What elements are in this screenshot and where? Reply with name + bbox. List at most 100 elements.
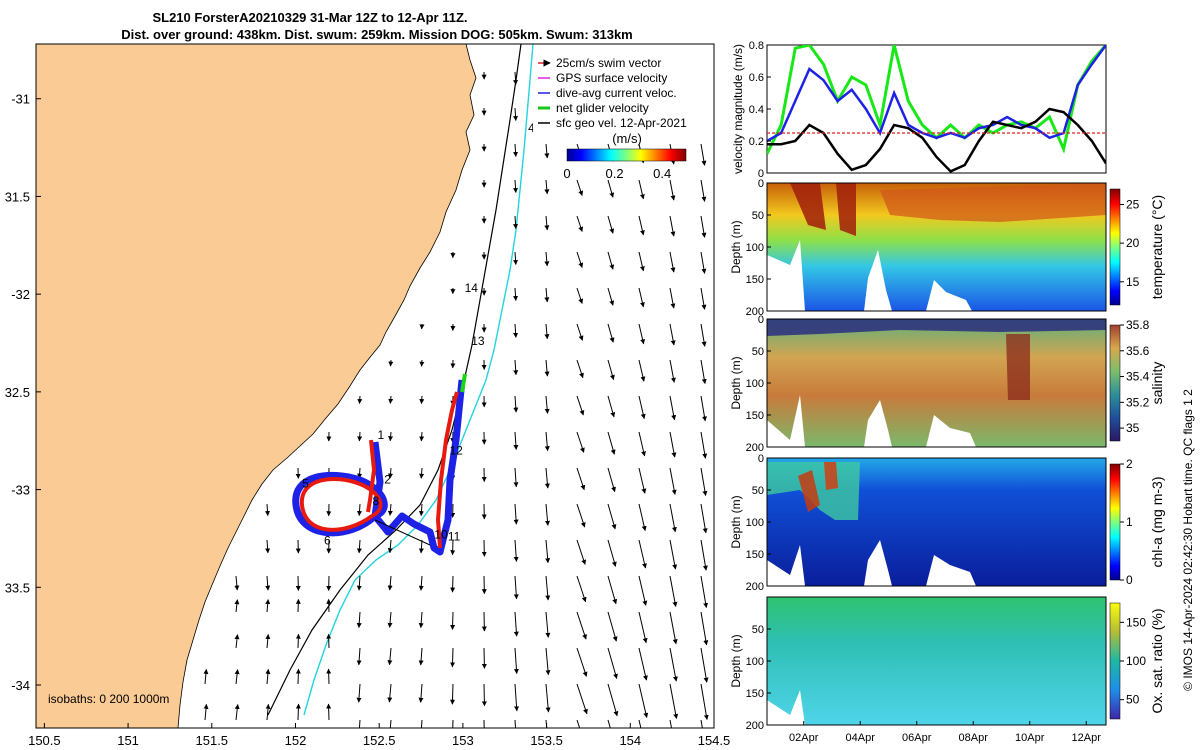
time-x-tick-label: 12Apr: [1072, 732, 1102, 744]
depth-y-tick-label: 0: [758, 314, 764, 326]
temperature-y-axis: 0 50 100 150 200: [746, 178, 771, 318]
velocity-arrow: [387, 503, 393, 516]
time-x-axis: 02Apr 04Apr 06Apr 08Apr 10Apr 12Apr: [789, 721, 1101, 744]
velocity-arrow: [669, 539, 678, 570]
depth-y-tick-label: 50: [752, 485, 764, 497]
velocity-arrow: [419, 395, 425, 405]
velocity-arrow: [483, 719, 485, 728]
depth-y-tick-label: 200: [746, 581, 764, 593]
map-panel: 1256810111213144h 150.5151151.5152152.51…: [5, 43, 730, 748]
velocity-arrow: [607, 431, 616, 455]
map-colorbar-tick-label: 0.2: [606, 166, 624, 181]
velocity-arrow: [265, 668, 271, 685]
velocity-arrow: [700, 467, 708, 497]
chlorophyll-y-axis: 0 50 100 150 200: [746, 453, 771, 593]
velocity-arrow: [576, 611, 587, 640]
velocity-arrow: [700, 215, 707, 238]
velocity-arrow: [638, 323, 646, 345]
velocity-arrow: [669, 575, 678, 607]
oxygen-field: [767, 597, 1106, 725]
colorbar-tick-label: 35.4: [1126, 370, 1150, 384]
time-x-tick-label: 08Apr: [959, 732, 989, 744]
chlorophyll-panel: 0 50 100 150 200 Depth (m) 0 1 2 chl-a (mg m-3…: [729, 453, 1165, 593]
velocity-arrow: [544, 323, 550, 340]
velocity-arrow: [607, 287, 615, 306]
track-day-label: 13: [471, 334, 485, 348]
velocity-arrow: [356, 539, 362, 554]
velocity-arrow: [545, 611, 551, 638]
velocity-arrow: [607, 323, 615, 343]
velocity-arrow: [638, 719, 642, 728]
velocity-arrow: [513, 143, 519, 158]
temperature-cblabel: temperature (°C): [1149, 195, 1165, 299]
velocity-arrow: [669, 467, 677, 495]
velocity-arrow: [576, 359, 584, 379]
glider-net-velocity: [374, 519, 431, 546]
velocity-arrow: [513, 647, 519, 675]
velocity-arrow: [545, 647, 551, 676]
velocity-arrow: [513, 251, 519, 266]
chlorophyll-colorbar: [1109, 463, 1121, 581]
velocity-arrow: [669, 647, 678, 682]
glider-track-red: [299, 391, 459, 549]
velocity-arrow: [576, 539, 587, 565]
velocity-arrow: [700, 359, 707, 385]
map-x-tick-label: 153: [452, 733, 474, 748]
map-frame: [35, 43, 715, 729]
velocity-arrow: [638, 179, 645, 200]
velocity-arrow: [700, 431, 708, 459]
time-x-tick-label: 04Apr: [846, 732, 876, 744]
velocity-arrow: [452, 719, 454, 728]
title-line1: SL210 ForsterA20210329 31-Mar 12Z to 12-…: [152, 10, 467, 25]
velocity-arrow: [544, 287, 550, 303]
map-x-axis: 150.5 151 151.5 152 152.5 153 153.5 154 154.5: [28, 723, 730, 748]
map-x-tick-label: 154: [619, 733, 641, 748]
velocity-arrow: [418, 647, 424, 666]
velocity-arrow: [387, 611, 393, 628]
track-day-label: 12: [449, 443, 463, 457]
velocity-arrow: [544, 215, 550, 231]
temperature-ylabel: Depth (m): [729, 220, 743, 273]
track-day-label: 11: [448, 529, 461, 543]
salinity-panel: 0 50 100 150 200 Depth (m) 35 35.2 35.4 35.6 35.…: [729, 314, 1165, 454]
velocity-arrow: [669, 323, 676, 346]
velocity-y-tick-label: 0.2: [749, 136, 764, 148]
velocity-arrow: [607, 611, 618, 642]
velocity-arrow: [513, 179, 519, 194]
velocity-arrow: [450, 611, 456, 630]
velocity-arrow: [669, 359, 676, 383]
velocity-arrow: [513, 107, 519, 122]
velocity-arrow: [356, 611, 362, 629]
oxygen-ylabel: Depth (m): [729, 634, 743, 687]
map-x-tick-label: 152.5: [363, 733, 396, 748]
depth-y-tick-label: 150: [746, 410, 764, 422]
salinity-y-axis: 0 50 100 150 200: [746, 314, 771, 454]
velocity-arrow: [388, 395, 394, 404]
velocity-arrow: [387, 539, 393, 554]
velocity-arrow: [513, 539, 519, 562]
map-y-tick-label: -33: [11, 483, 30, 498]
velocity-arrow: [607, 575, 618, 605]
chlorophyll-bloom-core: [798, 470, 820, 512]
velocity-arrow: [544, 179, 550, 195]
velocity-arrow: [700, 143, 707, 166]
map-y-tick-label: -32: [11, 287, 30, 302]
chlorophyll-cblabel: chl-a (mg m-3): [1149, 476, 1165, 567]
velocity-arrow: [669, 251, 676, 273]
velocity-arrow: [607, 395, 616, 418]
velocity-series-line: [767, 45, 1106, 143]
velocity-arrow: [387, 575, 393, 591]
velocity-arrow: [450, 683, 456, 705]
map-legend-box: [533, 50, 708, 132]
depth-y-tick-label: 50: [752, 346, 764, 358]
velocity-arrow: [700, 683, 709, 721]
velocity-series: [767, 45, 1106, 173]
oxygen-y-axis: 50 100 150 200: [746, 624, 771, 732]
velocity-arrow: [356, 575, 362, 591]
colorbar-tick-label: 2: [1126, 457, 1133, 471]
colorbar-tick-label: 35.2: [1126, 395, 1150, 409]
velocity-arrow: [357, 431, 363, 442]
colorbar-tick-label: 0: [1126, 573, 1133, 587]
depth-y-tick-label: 100: [746, 656, 764, 668]
temperature-warm-band: [880, 183, 1106, 222]
